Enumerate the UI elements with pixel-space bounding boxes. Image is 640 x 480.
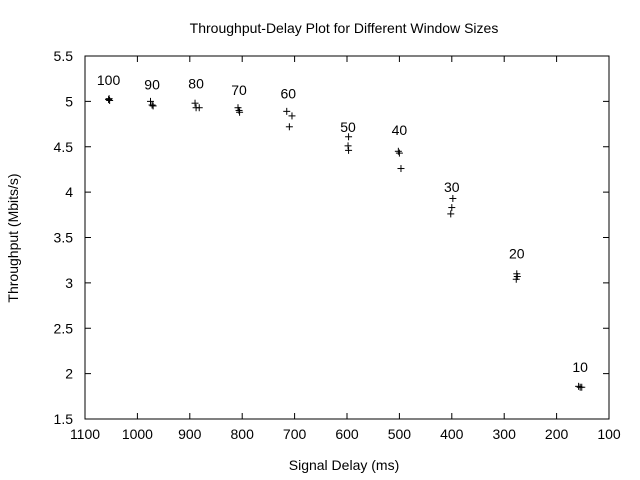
data-point-plus [578,383,586,391]
window-size-label: 100 [97,72,121,88]
y-tick-label: 2 [65,366,73,382]
data-point-plus [345,146,353,154]
point-annotations: 100 90 80 70 60 50 40 30 20 10 [97,72,588,375]
x-tick-label: 400 [440,426,464,442]
y-tick-label: 4 [65,184,73,200]
data-point-plus [512,275,520,283]
window-size-label: 40 [392,122,408,138]
x-tick-label: 100 [597,426,621,442]
x-axis-label: Signal Delay (ms) [289,457,399,473]
x-tick-label: 1100 [70,426,100,442]
data-point-plus [448,204,456,212]
data-point-plus [236,108,244,116]
x-tick-label: 1000 [122,426,153,442]
data-point-plus [344,142,352,150]
data-point-plus [394,147,402,155]
data-point-plus [105,95,113,103]
data-point-plus [283,107,291,115]
y-tick-label: 1.5 [54,411,74,427]
data-point-plus [105,96,113,104]
data-point-plus [285,123,293,131]
window-size-label: 30 [444,179,460,195]
data-points [105,95,586,391]
y-tick-label: 4.5 [54,139,74,155]
chart-title: Throughput-Delay Plot for Different Wind… [190,20,499,36]
y-axis-label: Throughput (Mbits/s) [5,173,21,302]
x-tick-label: 300 [493,426,517,442]
axis-ticks: 1100 1000 900 800 700 600 500 400 300 200 100 1.5 2 2… [54,48,621,442]
data-point-plus [191,99,199,107]
data-point-plus [148,101,156,109]
x-tick-label: 600 [335,426,359,442]
data-point-plus [345,133,353,141]
y-tick-label: 3 [65,275,73,291]
data-point-plus [106,96,114,104]
y-tick-label: 2.5 [54,320,74,336]
x-tick-label: 700 [283,426,307,442]
data-point-plus [397,165,405,173]
window-size-label: 70 [231,82,247,98]
y-tick-label: 3.5 [54,230,74,246]
y-tick-label: 5.5 [54,48,74,64]
data-point-plus [235,106,243,114]
x-tick-label: 800 [231,426,255,442]
data-point-plus [449,194,457,202]
data-point-plus [447,210,455,218]
data-point-plus [288,112,296,120]
window-size-label: 10 [572,359,588,375]
data-point-plus [149,102,157,110]
x-tick-label: 200 [545,426,569,442]
window-size-label: 90 [144,77,160,93]
y-tick-label: 5 [65,93,73,109]
window-size-label: 20 [509,245,525,261]
window-size-label: 50 [340,119,356,135]
data-point-plus [575,382,583,390]
window-size-label: 60 [281,86,297,102]
x-tick-label: 900 [178,426,202,442]
x-tick-label: 500 [388,426,412,442]
data-point-plus [195,104,203,112]
window-size-label: 80 [188,76,204,92]
data-point-plus [147,97,154,105]
plot-frame [84,55,610,420]
data-point-plus [395,149,403,157]
